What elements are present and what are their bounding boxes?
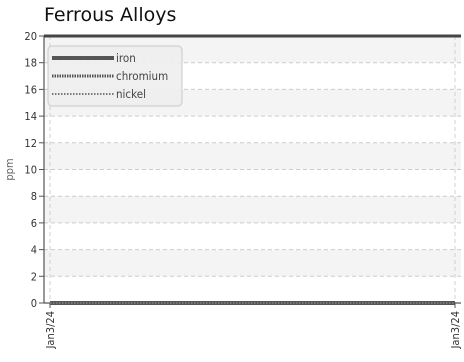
legend-label-nickel: nickel [116, 87, 146, 101]
x-tick-label: Jan3/24 [44, 311, 57, 349]
plot-band [44, 249, 461, 277]
legend-box [47, 45, 183, 107]
y-tick-label: 10 [24, 164, 37, 177]
x-axis-ticks: Jan3/24 Jan3/24 [44, 303, 462, 349]
y-tick-label: 2 [31, 270, 37, 283]
y-tick-label: 4 [31, 244, 37, 257]
legend-label-iron: iron [116, 51, 136, 65]
y-tick-label: 16 [24, 83, 37, 96]
plot-band [44, 142, 461, 170]
chart-title: Ferrous Alloys [44, 4, 177, 26]
y-tick-label: 8 [31, 190, 37, 203]
y-tick-label: 14 [24, 110, 37, 123]
legend[interactable]: iron chromium nickel [47, 45, 183, 107]
y-tick-label: 18 [24, 57, 37, 70]
y-axis-ticks: 0 2 4 6 8 10 12 14 16 18 20 [24, 30, 44, 310]
legend-label-chromium: chromium [116, 69, 168, 83]
y-tick-label: 20 [24, 30, 37, 43]
y-tick-label: 0 [31, 297, 37, 310]
y-tick-label: 12 [24, 137, 37, 150]
y-tick-label: 6 [31, 217, 37, 230]
x-tick-label: Jan3/24 [449, 311, 462, 349]
y-axis-label: ppm [3, 158, 16, 180]
plot-band [44, 196, 461, 223]
